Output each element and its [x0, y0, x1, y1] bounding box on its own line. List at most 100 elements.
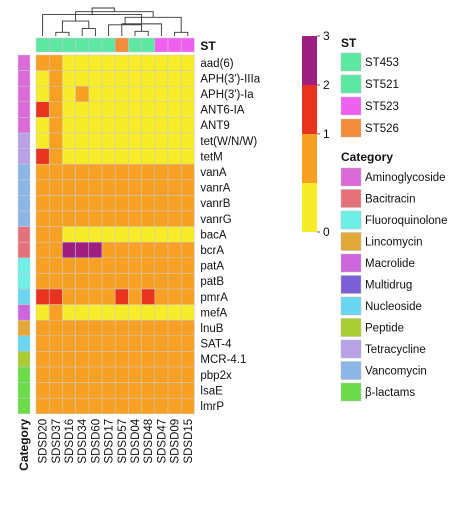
heatmap-cell — [128, 54, 142, 71]
heatmap-cell — [180, 195, 195, 212]
heatmap-cell — [88, 54, 103, 71]
heatmap-cell — [35, 117, 50, 134]
heatmap-cell — [75, 319, 90, 337]
heatmap-cell — [62, 101, 76, 118]
heatmap-cell — [141, 273, 156, 290]
heatmap-cell — [75, 335, 90, 352]
heatmap-cell — [88, 117, 103, 134]
heatmap-cell — [141, 101, 156, 118]
category-cell — [17, 335, 31, 352]
heatmap-cell — [167, 397, 182, 415]
heatmap-cell — [75, 241, 90, 259]
heatmap-cell — [154, 226, 169, 243]
heatmap-cell — [48, 288, 63, 305]
dendrogram-branch — [134, 30, 149, 36]
heatmap-cell — [154, 335, 169, 352]
category-cell — [17, 101, 31, 118]
row-label: vanrG — [200, 214, 231, 226]
category-legend-label: Bacitracin — [365, 194, 416, 206]
heatmap-cell — [101, 319, 116, 337]
heatmap-cell — [62, 195, 76, 212]
column-label: SDSD16 — [64, 419, 76, 464]
heatmap-cell — [48, 210, 63, 227]
heatmap-cell — [35, 382, 50, 399]
heatmap-cell — [48, 382, 63, 399]
heatmap-cell — [75, 195, 90, 212]
heatmap-cell — [35, 101, 50, 118]
heatmap-cell — [180, 304, 195, 321]
heatmap-cell — [88, 319, 103, 337]
heatmap-cell — [128, 179, 142, 196]
heatmap-cell — [114, 101, 129, 118]
heatmap-cell — [128, 351, 142, 368]
heatmap-cell — [167, 85, 182, 103]
heatmap-cell — [114, 351, 129, 368]
heatmap-cell — [141, 163, 156, 181]
st-cell — [88, 37, 103, 53]
heatmap-cell — [167, 132, 182, 149]
heatmap-cell — [180, 132, 195, 149]
category-cell — [17, 241, 31, 259]
heatmap-cell — [35, 148, 50, 165]
row-label: ANT9 — [200, 120, 229, 132]
heatmap-cell — [128, 148, 142, 165]
heatmap-cell — [48, 101, 63, 118]
heatmap-cell — [154, 163, 169, 181]
st-cell — [48, 37, 63, 53]
column-labels: SDSD20 SDSD37 SDSD16 SDSD34 SDSD60 SDSD17 SDSD… — [38, 418, 195, 463]
heatmap-cell — [35, 132, 50, 149]
row-label: MCR-4.1 — [200, 354, 246, 366]
heatmap-cell — [75, 85, 90, 103]
color-scale-tick-label: 3 — [323, 29, 330, 43]
heatmap-cell — [88, 132, 103, 149]
heatmap-cell — [101, 397, 116, 415]
heatmap-cell — [101, 304, 116, 321]
heatmap-cell — [154, 382, 169, 399]
heatmap-cell — [128, 304, 142, 321]
category-legend: Category Aminoglycoside Bacitracin Fluoroq… — [340, 150, 447, 402]
heatmap-cell — [101, 101, 116, 118]
heatmap-cell — [141, 132, 156, 149]
heatmap-cell — [62, 319, 76, 337]
heatmap-cell — [62, 226, 76, 243]
dendrogram-branch — [91, 7, 115, 15]
heatmap-cell — [154, 54, 169, 71]
heatmap-cell — [35, 351, 50, 368]
category-cell — [17, 288, 31, 305]
column-label: SDSD20 — [38, 419, 50, 464]
heatmap-cell — [128, 257, 142, 274]
heatmap-cell — [180, 210, 195, 227]
heatmap-cell — [128, 101, 142, 118]
heatmap-cell — [128, 335, 142, 352]
heatmap-cell — [62, 335, 76, 352]
color-scale-tick-label: 2 — [323, 78, 330, 92]
heatmap-cell — [114, 195, 129, 212]
heatmap-cell — [167, 319, 182, 337]
heatmap-cell — [62, 163, 76, 181]
heatmap-cell — [48, 85, 63, 103]
heatmap-cell — [75, 351, 90, 368]
row-label: vanrA — [200, 183, 230, 195]
heatmap-cell — [101, 210, 116, 227]
heatmap-cell — [48, 54, 63, 71]
heatmap-cell — [62, 257, 76, 274]
category-cell — [17, 366, 31, 383]
heatmap-cell — [114, 70, 129, 87]
heatmap-cell — [35, 273, 50, 290]
st-cell — [180, 37, 195, 53]
heatmap-cell — [167, 257, 182, 274]
category-cell — [17, 179, 31, 196]
category-cell — [17, 54, 31, 71]
heatmap-cell — [141, 319, 156, 337]
heatmap-cell — [101, 226, 116, 243]
heatmap-cell — [141, 397, 156, 415]
heatmap-cell — [35, 366, 50, 383]
heatmap-cell — [141, 304, 156, 321]
heatmap-cell — [88, 226, 103, 243]
dendrogram-branch — [81, 28, 96, 36]
category-cell — [17, 397, 31, 415]
category-legend-swatch — [340, 189, 362, 208]
heatmap-cell — [114, 288, 129, 305]
heatmap-cell — [114, 366, 129, 383]
color-scale-band — [302, 36, 317, 85]
